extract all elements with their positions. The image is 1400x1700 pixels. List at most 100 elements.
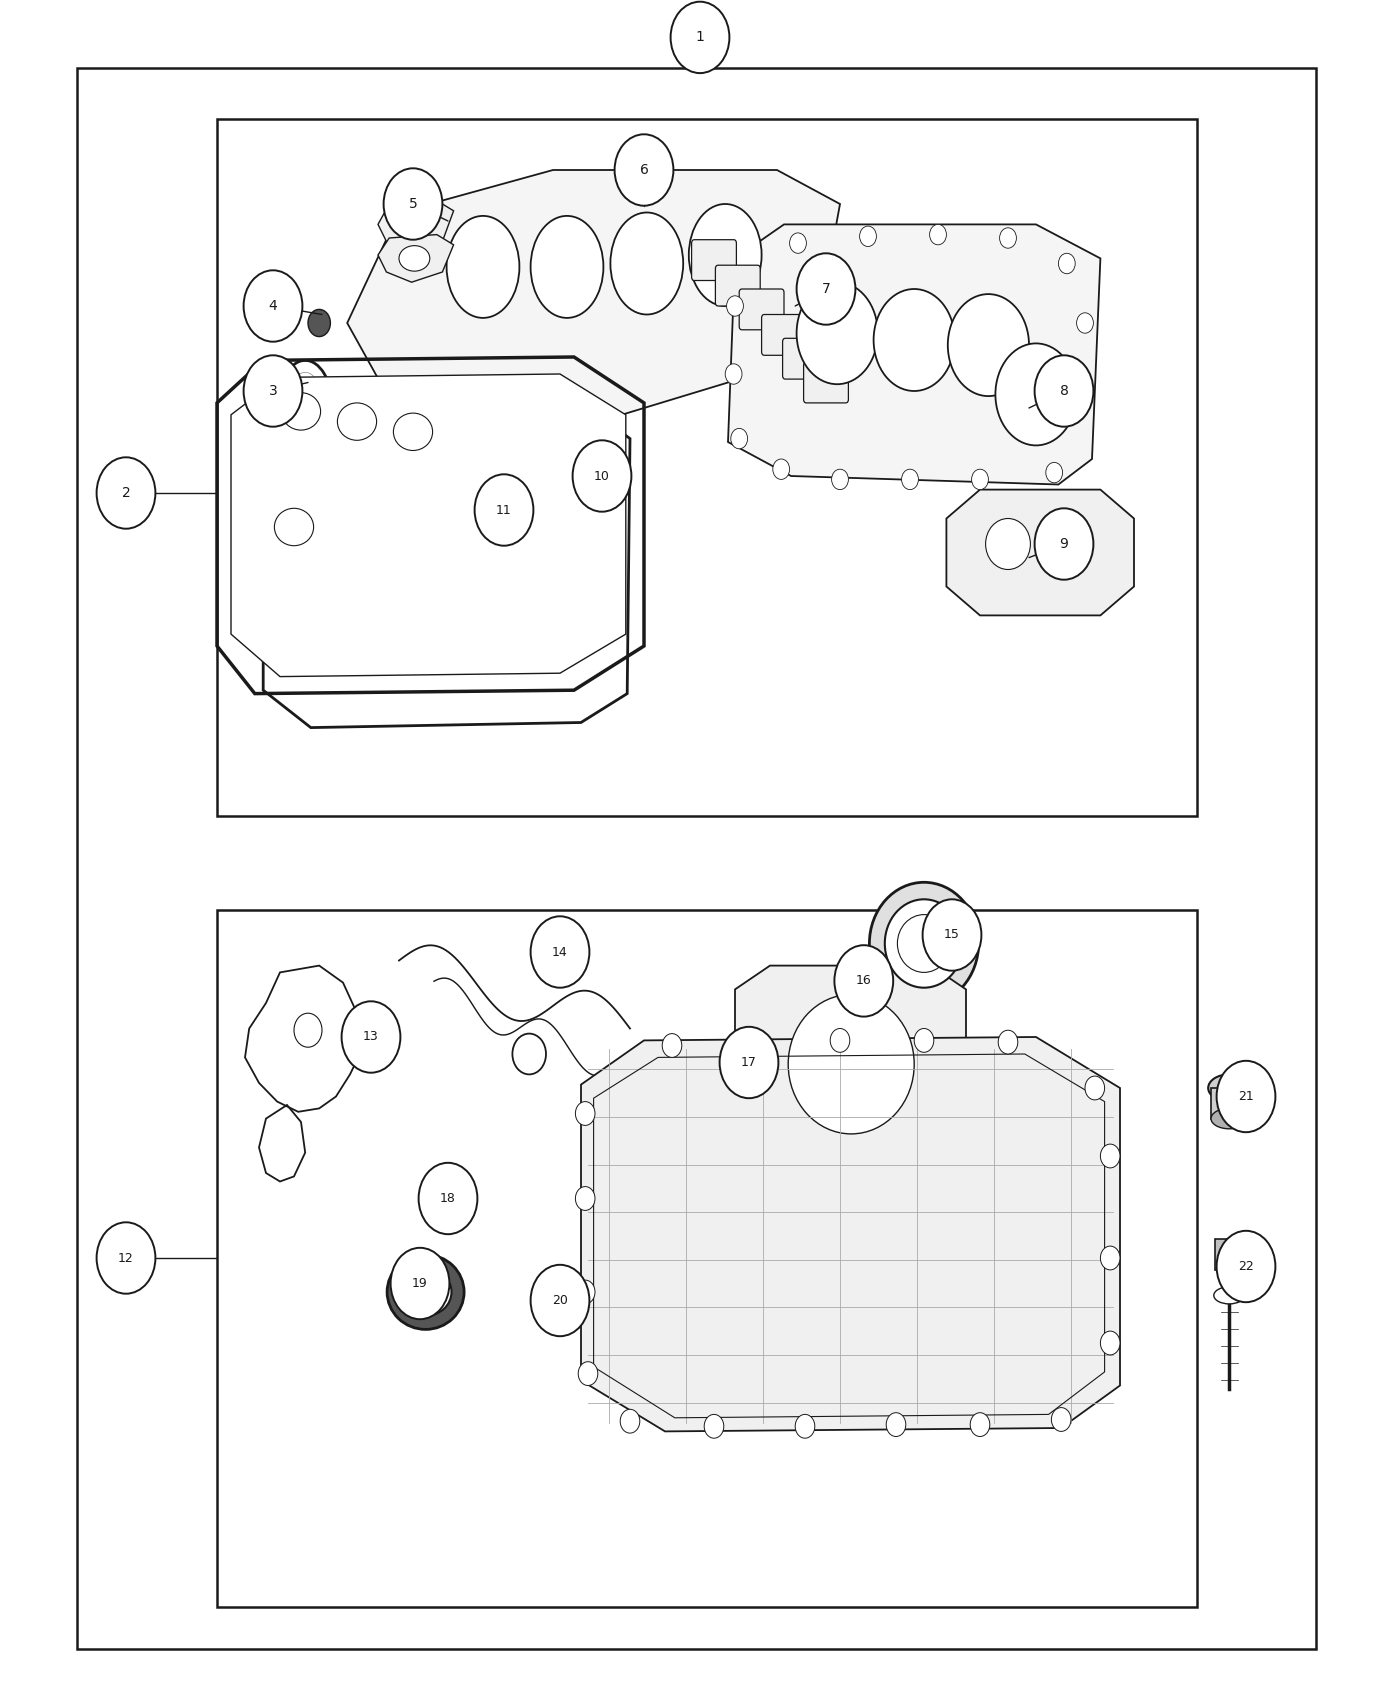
Text: 16: 16 <box>855 974 872 988</box>
Ellipse shape <box>531 216 603 318</box>
Ellipse shape <box>435 1188 466 1216</box>
Circle shape <box>1100 1144 1120 1168</box>
Ellipse shape <box>288 372 323 437</box>
Circle shape <box>1035 355 1093 427</box>
Circle shape <box>902 469 918 490</box>
Circle shape <box>97 457 155 529</box>
Polygon shape <box>946 490 1134 615</box>
Circle shape <box>1046 462 1063 483</box>
Circle shape <box>552 1306 563 1319</box>
Circle shape <box>914 1028 934 1052</box>
Circle shape <box>998 1030 1018 1054</box>
Circle shape <box>575 1187 595 1210</box>
Circle shape <box>773 459 790 479</box>
Text: 13: 13 <box>363 1030 379 1044</box>
Circle shape <box>972 469 988 490</box>
Ellipse shape <box>986 518 1030 570</box>
Text: 8: 8 <box>1060 384 1068 398</box>
Circle shape <box>543 1295 571 1329</box>
Circle shape <box>97 1222 155 1294</box>
Bar <box>217 910 1197 1606</box>
Text: 19: 19 <box>412 1277 428 1290</box>
Ellipse shape <box>897 915 951 972</box>
Polygon shape <box>347 170 840 416</box>
Circle shape <box>1058 253 1075 274</box>
Text: 9: 9 <box>1060 537 1068 551</box>
Circle shape <box>662 1034 682 1057</box>
Circle shape <box>704 1414 724 1438</box>
FancyBboxPatch shape <box>1211 1088 1247 1119</box>
Text: 10: 10 <box>594 469 610 483</box>
Circle shape <box>244 270 302 342</box>
Text: 2: 2 <box>122 486 130 500</box>
Circle shape <box>795 1414 815 1438</box>
Circle shape <box>720 1027 778 1098</box>
Circle shape <box>834 945 893 1017</box>
Circle shape <box>1035 508 1093 580</box>
Polygon shape <box>728 224 1100 484</box>
Circle shape <box>294 1013 322 1047</box>
Ellipse shape <box>885 899 963 988</box>
Circle shape <box>620 1409 640 1433</box>
Text: 20: 20 <box>552 1294 568 1307</box>
Ellipse shape <box>689 204 762 306</box>
Ellipse shape <box>279 360 332 449</box>
Text: 14: 14 <box>552 945 568 959</box>
Circle shape <box>244 355 302 427</box>
Ellipse shape <box>386 1255 463 1329</box>
Polygon shape <box>735 966 966 1163</box>
Text: 4: 4 <box>269 299 277 313</box>
Circle shape <box>342 1001 400 1073</box>
Circle shape <box>1100 1246 1120 1270</box>
Circle shape <box>419 1163 477 1234</box>
FancyBboxPatch shape <box>692 240 736 280</box>
Ellipse shape <box>400 1268 451 1316</box>
Text: 17: 17 <box>741 1056 757 1069</box>
Text: 22: 22 <box>1238 1260 1254 1273</box>
Circle shape <box>746 1030 766 1054</box>
Circle shape <box>830 1028 850 1052</box>
Ellipse shape <box>281 393 321 430</box>
Polygon shape <box>378 201 454 252</box>
FancyBboxPatch shape <box>715 265 760 306</box>
Text: 18: 18 <box>440 1192 456 1205</box>
Circle shape <box>575 1102 595 1125</box>
Circle shape <box>308 309 330 337</box>
Bar <box>77 68 1316 1649</box>
Circle shape <box>832 469 848 490</box>
Circle shape <box>512 1034 546 1074</box>
Ellipse shape <box>1042 527 1086 578</box>
Circle shape <box>615 134 673 206</box>
Ellipse shape <box>393 413 433 450</box>
Circle shape <box>475 474 533 546</box>
Ellipse shape <box>399 245 430 272</box>
Text: 6: 6 <box>640 163 648 177</box>
Text: 7: 7 <box>822 282 830 296</box>
Text: 12: 12 <box>118 1251 134 1265</box>
FancyBboxPatch shape <box>762 314 806 355</box>
Ellipse shape <box>874 289 955 391</box>
Text: 21: 21 <box>1238 1090 1254 1103</box>
Ellipse shape <box>995 343 1077 445</box>
Text: 11: 11 <box>496 503 512 517</box>
FancyBboxPatch shape <box>804 362 848 403</box>
Circle shape <box>531 916 589 988</box>
Circle shape <box>1000 228 1016 248</box>
Circle shape <box>384 168 442 240</box>
Circle shape <box>1100 1331 1120 1355</box>
Circle shape <box>391 1248 449 1319</box>
FancyBboxPatch shape <box>783 338 827 379</box>
FancyBboxPatch shape <box>1215 1239 1243 1270</box>
Ellipse shape <box>1208 1074 1250 1102</box>
Circle shape <box>725 364 742 384</box>
Ellipse shape <box>426 1178 476 1226</box>
Circle shape <box>1051 1408 1071 1431</box>
Ellipse shape <box>948 294 1029 396</box>
Ellipse shape <box>788 994 914 1134</box>
Circle shape <box>923 899 981 971</box>
Ellipse shape <box>1211 1108 1247 1129</box>
Ellipse shape <box>869 882 979 1005</box>
Bar <box>217 119 1197 816</box>
FancyBboxPatch shape <box>739 289 784 330</box>
Ellipse shape <box>447 216 519 318</box>
